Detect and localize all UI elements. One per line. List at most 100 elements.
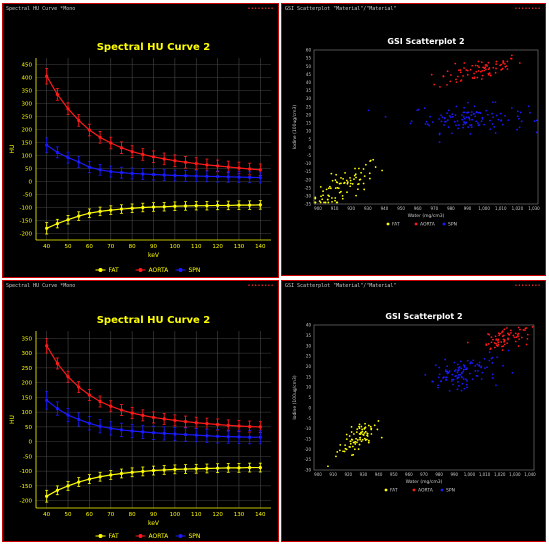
scatter-point-spn (480, 120, 483, 123)
scatter-point-aorta (459, 71, 462, 74)
scatter-point-fat (360, 440, 363, 443)
scatter-point-aorta (479, 70, 482, 73)
data-point-aorta (162, 157, 166, 161)
scatter-point-fat (343, 450, 346, 453)
scatter-point-fat (321, 198, 324, 201)
y-tick-label: 15 (306, 121, 312, 126)
y-tick-label: -10 (304, 161, 311, 166)
data-point-spn (183, 432, 188, 437)
data-point-spn (77, 417, 81, 422)
scatter-point-spn (529, 111, 531, 114)
y-axis-label: HU (9, 415, 16, 424)
scatter-point-spn (492, 116, 495, 119)
scatter-point-fat (381, 169, 384, 172)
scatter-point-aorta (442, 75, 445, 77)
scatter-point-fat (319, 185, 322, 188)
data-point-aorta (237, 166, 241, 170)
scatter-point-spn (448, 389, 451, 392)
legend-marker-fat (386, 222, 390, 226)
scatter-point-fat (324, 201, 327, 204)
data-point-aorta (258, 425, 262, 429)
data-point-spn (55, 406, 59, 411)
data-point-fat (258, 203, 262, 207)
x-tick-label: 910 (331, 206, 339, 211)
scatter-point-fat (368, 172, 371, 175)
scatter-point-spn (485, 109, 488, 112)
legend-label-aorta: AORTA (149, 267, 170, 274)
scatter-point-spn (496, 356, 499, 359)
scatter-point-fat (364, 422, 366, 425)
scatter-point-aorta (514, 332, 517, 335)
data-point-spn (45, 398, 49, 402)
scatter-point-spn (518, 126, 521, 129)
x-tick-label: 1,040 (524, 472, 536, 477)
scatter-point-fat (353, 178, 355, 181)
scatter-point-aorta (439, 85, 441, 88)
scatter-point-aorta (507, 338, 509, 341)
data-point-aorta (215, 422, 220, 427)
scatter-point-fat (363, 188, 366, 191)
scatter-point-fat (342, 177, 344, 180)
x-tick-label: 120 (212, 244, 223, 250)
scatter-point-spn (456, 388, 459, 391)
y-tick-label: 60 (306, 48, 312, 53)
scatter-point-fat (314, 201, 317, 204)
x-tick-label: 80 (129, 244, 136, 250)
scatter-point-spn (426, 123, 429, 126)
y-tick-label: -30 (304, 468, 311, 473)
y-tick-label: 40 (306, 323, 312, 328)
scatter-point-fat (351, 454, 353, 457)
data-point-spn (77, 160, 81, 164)
scatter-point-spn (460, 367, 463, 370)
data-point-aorta (119, 408, 124, 412)
scatter-point-fat (357, 167, 360, 170)
scatter-point-spn (475, 374, 478, 377)
scatter-point-aorta (495, 67, 497, 70)
y-tick-label: -10 (304, 426, 311, 431)
scatter-point-spn (478, 361, 481, 364)
scatter-point-fat (322, 190, 324, 193)
scatter-point-spn (462, 370, 464, 373)
data-point-fat (162, 468, 166, 472)
x-tick-label: 60 (86, 512, 93, 518)
scatter-point-fat (369, 425, 372, 428)
scatter-point-fat (336, 451, 339, 453)
scatter-point-aorta (503, 338, 506, 341)
scatter-point-fat (349, 440, 352, 443)
data-point-spn (162, 173, 166, 177)
panel-c: Spectral HU Curve *Mono •••••••• Spectra… (2, 280, 279, 542)
data-point-aorta (141, 413, 145, 417)
x-tick-label: 960 (414, 206, 422, 211)
scatter-point-aorta (517, 326, 520, 329)
scatter-point-fat (334, 197, 337, 199)
legend-label-aorta: AORTA (420, 222, 436, 228)
scatter-point-spn (461, 382, 464, 385)
scatter-point-spn (462, 368, 465, 371)
legend-marker-spn (178, 534, 183, 538)
scatter-point-aorta (495, 344, 498, 347)
data-point-aorta (151, 415, 156, 420)
scatter-point-spn (460, 375, 463, 378)
data-point-spn (183, 174, 188, 178)
y-tick-label: 35 (306, 88, 312, 93)
scatter-point-fat (349, 446, 352, 448)
scatter-point-aorta (454, 62, 457, 65)
scatter-point-fat (373, 424, 376, 427)
y-tick-label: 0 (29, 440, 33, 446)
data-point-spn (162, 431, 166, 435)
scatter-point-aorta (495, 339, 498, 341)
scatter-point-aorta (488, 67, 491, 69)
scatter-point-spn (473, 105, 476, 108)
scatter-point-fat (358, 423, 361, 426)
scatter-point-fat (355, 431, 358, 434)
scatter-point-aorta (492, 338, 494, 341)
scatter-point-fat (359, 438, 362, 441)
scatter-point-aorta (449, 74, 452, 76)
scatter-point-aorta (430, 73, 433, 76)
scatter-point-aorta (501, 67, 504, 70)
scatter-point-spn (463, 106, 465, 109)
window-title: GSI Scatterplot "Material"/"Material" (285, 6, 397, 12)
scatter-point-spn (451, 373, 454, 376)
data-point-spn (98, 168, 102, 172)
data-point-spn (141, 172, 145, 176)
